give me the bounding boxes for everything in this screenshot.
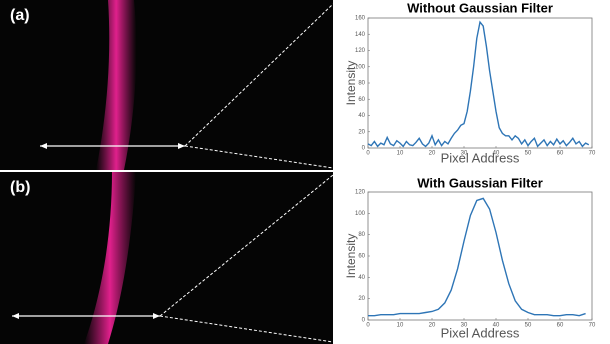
- x-tick-label: 60: [557, 323, 564, 329]
- x-tick-label: 50: [525, 151, 532, 157]
- y-tick-label: 40: [358, 113, 365, 119]
- y-tick-label: 20: [358, 296, 365, 302]
- x-axis-label: Pixel Address: [441, 150, 520, 165]
- y-tick-label: 60: [358, 97, 365, 103]
- y-axis-label: Intensity: [344, 61, 358, 106]
- y-tick-label: 160: [355, 16, 366, 22]
- y-tick-label: 80: [358, 81, 365, 87]
- plot-area: [368, 192, 592, 320]
- image-a: [0, 0, 333, 170]
- x-tick-label: 0: [366, 151, 370, 157]
- y-tick-label: 120: [355, 48, 366, 54]
- x-tick-label: 10: [397, 151, 404, 157]
- panel-label: (b): [10, 179, 30, 196]
- x-tick-label: 70: [589, 323, 596, 329]
- y-tick-label: 100: [355, 211, 366, 217]
- x-tick-label: 0: [366, 323, 370, 329]
- x-tick-label: 20: [429, 151, 436, 157]
- x-tick-label: 10: [397, 323, 404, 329]
- chart-title: Without Gaussian Filter: [407, 0, 553, 15]
- x-axis-label: Pixel Address: [441, 325, 520, 340]
- x-tick-label: 20: [429, 323, 436, 329]
- y-axis-label: Intensity: [344, 234, 358, 279]
- y-tick-label: 120: [355, 190, 366, 196]
- y-tick-label: 0: [362, 146, 366, 152]
- panel-label: (a): [10, 7, 30, 24]
- chart-title: With Gaussian Filter: [417, 175, 543, 190]
- y-tick-label: 40: [358, 275, 365, 281]
- x-tick-label: 50: [525, 323, 532, 329]
- y-tick-label: 20: [358, 129, 365, 135]
- plot-area: [368, 18, 592, 148]
- y-tick-label: 140: [355, 32, 366, 38]
- image-b: [0, 172, 333, 344]
- y-tick-label: 80: [358, 232, 365, 238]
- x-tick-label: 70: [589, 151, 596, 157]
- figure: (a) (b) Without Gaussian Filter010203040…: [0, 0, 610, 344]
- y-tick-label: 60: [358, 254, 365, 260]
- y-tick-label: 0: [362, 318, 366, 324]
- x-tick-label: 60: [557, 151, 564, 157]
